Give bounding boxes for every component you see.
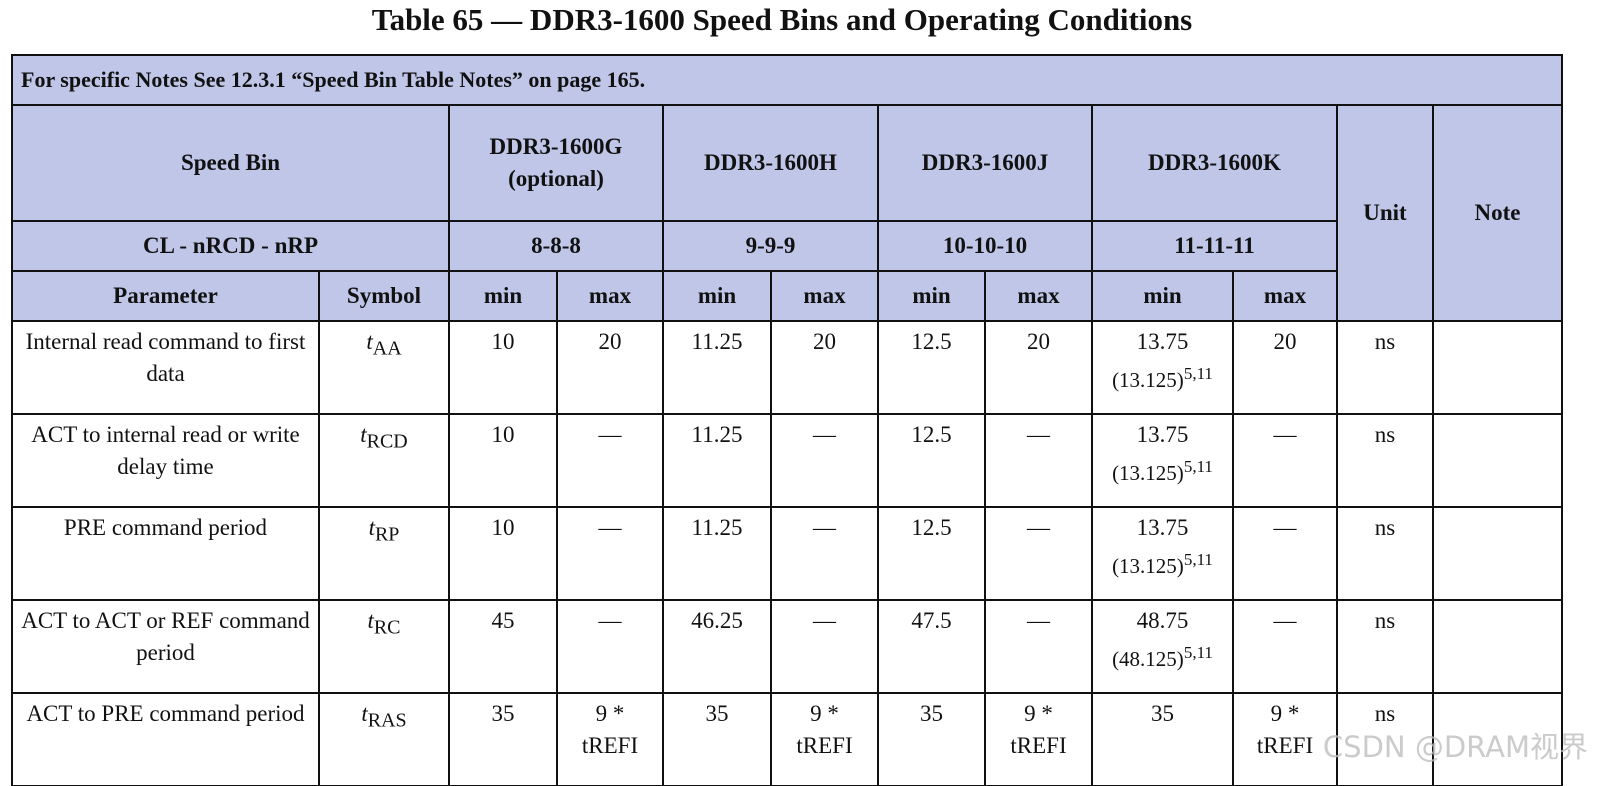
table-row: ACT to ACT or REF command period tRC 45—46… [11,599,1564,694]
value-cell: — [1232,506,1338,601]
value-cell: — [556,599,664,694]
value-cell: 47.5 [877,599,986,694]
note-cell [1431,320,1564,415]
symbol-cell: tRP [318,506,450,601]
max-header: max [770,270,879,322]
value-cell: — [770,413,879,508]
table-title: Table 65 — DDR3-1600 Speed Bins and Oper… [371,2,1193,37]
note-cell [1431,413,1564,508]
symbol-header: Symbol [318,270,450,322]
bin-header-k: DDR3-1600K [1091,104,1338,222]
parameter-header: Parameter [11,270,320,322]
parameter-cell: PRE command period [11,506,320,601]
max-header: max [984,270,1093,322]
watermark: CSDN @DRAM视界 [1322,730,1588,764]
value-cell: — [984,413,1093,508]
value-cell: 11.25 [662,320,772,415]
unit-cell: ns [1336,413,1434,508]
bin-header-g: DDR3-1600G (optional) [448,104,664,222]
value-cell: 9 * tREFI [556,692,664,786]
value-cell: — [984,599,1093,694]
value-cell: 48.75 (48.125)5,11 [1091,599,1234,694]
value-cell: — [770,506,879,601]
speed-bin-header: Speed Bin [11,104,450,222]
value-cell: 20 [556,320,664,415]
value-cell: 13.75 (13.125)5,11 [1091,413,1234,508]
min-header: min [448,270,558,322]
cl-label: CL - nRCD - nRP [11,220,450,272]
value-cell: 12.5 [877,320,986,415]
value-cell: 45 [448,599,558,694]
parameter-cell: Internal read command to first data [11,320,320,415]
value-cell: — [1232,599,1338,694]
note-cell [1431,599,1564,694]
unit-cell: ns [1336,506,1434,601]
value-cell: 46.25 [662,599,772,694]
note-cell [1431,506,1564,601]
value-cell: 12.5 [877,506,986,601]
min-header: min [662,270,772,322]
value-cell: 35 [1091,692,1234,786]
bin-header-h: DDR3-1600H [662,104,879,222]
value-cell: 9 * tREFI [770,692,879,786]
parameter-cell: ACT to internal read or write delay time [11,413,320,508]
value-cell: — [770,599,879,694]
table-note: For specific Notes See 12.3.1 “Speed Bin… [10,54,1564,106]
value-cell: 35 [877,692,986,786]
note-header: Note [1431,104,1564,322]
bin-header-j: DDR3-1600J [877,104,1093,222]
unit-cell: ns [1336,599,1434,694]
value-cell: 10 [448,413,558,508]
table-row: ACT to internal read or write delay time… [11,413,1564,508]
parameter-cell: ACT to PRE command period [11,692,320,786]
note-cell [1431,692,1564,786]
timing-g: 8-8-8 [448,220,664,272]
value-cell: 35 [662,692,772,786]
parameter-cell: ACT to ACT or REF command period [11,599,320,694]
max-header: max [1232,270,1338,322]
unit-cell: ns [1336,692,1434,786]
speed-bin-table: For specific Notes See 12.3.1 “Speed Bin… [10,54,1564,786]
unit-header: Unit [1336,104,1434,322]
value-cell: — [556,413,664,508]
value-cell: — [1232,413,1338,508]
value-cell: 9 * tREFI [984,692,1093,786]
value-cell: 10 [448,506,558,601]
max-header: max [556,270,664,322]
value-cell: — [984,506,1093,601]
value-cell: 20 [1232,320,1338,415]
value-cell: 20 [984,320,1093,415]
timing-h: 9-9-9 [662,220,879,272]
value-cell: 12.5 [877,413,986,508]
value-cell: — [556,506,664,601]
unit-cell: ns [1336,320,1434,415]
value-cell: 9 * tREFI [1232,692,1338,786]
value-cell: 11.25 [662,413,772,508]
min-header: min [1091,270,1234,322]
timing-j: 10-10-10 [877,220,1093,272]
table-row: PRE command period tRP 10—11.25—12.5—13.75… [11,506,1564,601]
table-row: ACT to PRE command period tRAS 35 9 * tREFI… [11,692,1564,786]
value-cell: 35 [448,692,558,786]
timing-k: 11-11-11 [1091,220,1338,272]
value-cell: 10 [448,320,558,415]
symbol-cell: tRAS [318,692,450,786]
table-row: Internal read command to first data tAA 10… [11,320,1564,415]
symbol-cell: tAA [318,320,450,415]
symbol-cell: tRCD [318,413,450,508]
symbol-cell: tRC [318,599,450,694]
value-cell: 13.75 (13.125)5,11 [1091,320,1234,415]
value-cell: 11.25 [662,506,772,601]
value-cell: 13.75 (13.125)5,11 [1091,506,1234,601]
value-cell: 20 [770,320,879,415]
min-header: min [877,270,986,322]
